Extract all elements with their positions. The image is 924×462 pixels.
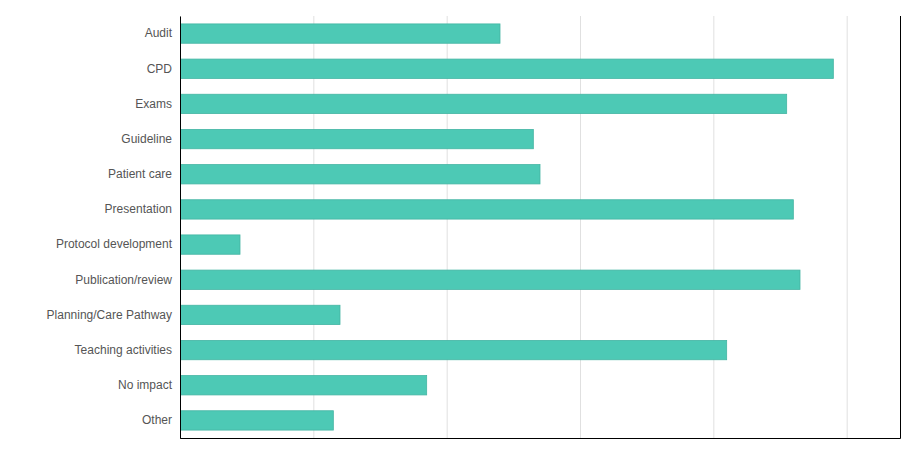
category-label: CPD [147, 62, 173, 76]
bar [180, 235, 240, 254]
bar [180, 129, 533, 148]
category-tick: Presentation [105, 202, 180, 216]
category-tick: Other [142, 413, 180, 427]
category-tick: Protocol development [56, 237, 180, 251]
grid-line [180, 16, 181, 438]
category-label: Patient care [108, 167, 172, 181]
category-label: Other [142, 413, 172, 427]
value-tick [447, 16, 448, 438]
bars [180, 24, 833, 430]
category-label: Protocol development [56, 237, 173, 251]
category-tick: No impact [118, 378, 180, 392]
bar [180, 376, 427, 395]
bar [180, 59, 833, 78]
chart-svg: Audit CPD Exams Guideline Patient care Presen… [0, 0, 924, 462]
grid-line [580, 16, 581, 438]
value-tick [180, 16, 181, 438]
category-label: Planning/Care Pathway [47, 308, 172, 322]
category-label: Publication/review [75, 273, 172, 287]
category-label: Teaching activities [75, 343, 172, 357]
bar [180, 94, 787, 113]
value-axis [181, 16, 901, 439]
category-tick: Guideline [121, 132, 180, 146]
grid-line [447, 16, 448, 438]
category-axis-line [180, 17, 181, 439]
value-tick [313, 16, 314, 438]
grid-line [847, 16, 848, 438]
value-tick [847, 16, 848, 438]
category-label: Guideline [121, 132, 172, 146]
category-label: No impact [118, 378, 173, 392]
plot-area: Audit CPD Exams Guideline Patient care Presen… [47, 16, 901, 439]
bar [180, 270, 800, 289]
category-tick: Teaching activities [75, 343, 180, 357]
category-tick: Publication/review [75, 273, 180, 287]
category-axis: Audit CPD Exams Guideline Patient care Presen… [47, 17, 181, 439]
value-tick [580, 16, 581, 438]
grid-line [313, 16, 314, 438]
bar [180, 305, 340, 324]
value-axis-line [181, 16, 901, 439]
value-tick [713, 16, 714, 438]
category-tick: Audit [145, 26, 180, 40]
grid-line [713, 16, 714, 438]
category-tick: Patient care [108, 167, 180, 181]
bar [180, 340, 727, 359]
category-tick: Planning/Care Pathway [47, 308, 180, 322]
category-label: Audit [145, 26, 173, 40]
category-label: Presentation [105, 202, 172, 216]
bar [180, 411, 333, 430]
bar [180, 165, 540, 184]
category-tick: CPD [147, 62, 180, 76]
chart-container: Audit CPD Exams Guideline Patient care Presen… [0, 0, 924, 462]
bar [180, 24, 500, 43]
bar [180, 200, 793, 219]
category-label: Exams [135, 97, 172, 111]
category-tick: Exams [135, 97, 180, 111]
